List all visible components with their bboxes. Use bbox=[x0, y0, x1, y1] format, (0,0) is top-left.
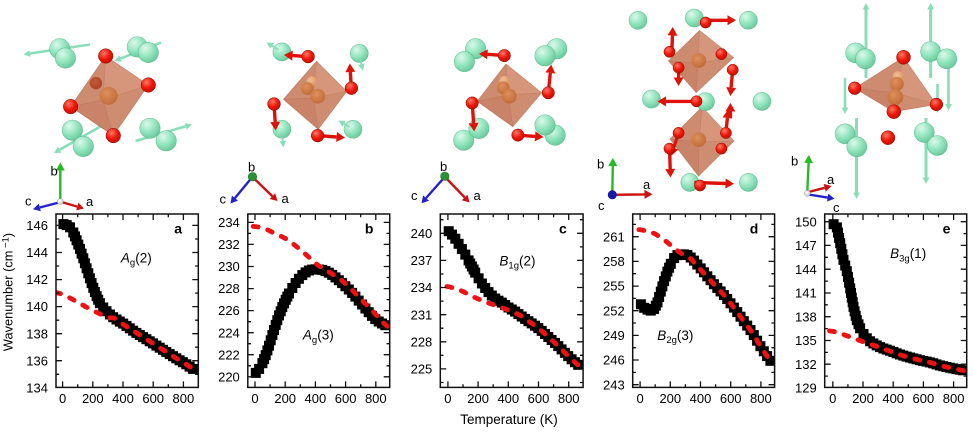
svg-text:400: 400 bbox=[305, 391, 327, 406]
svg-text:147: 147 bbox=[795, 238, 817, 253]
svg-text:228: 228 bbox=[218, 281, 240, 296]
svg-text:600: 600 bbox=[335, 391, 357, 406]
svg-text:a: a bbox=[474, 188, 482, 203]
svg-text:146: 146 bbox=[26, 218, 48, 233]
svg-text:261: 261 bbox=[603, 229, 625, 244]
svg-text:234: 234 bbox=[218, 215, 240, 230]
svg-text:Wavenumber (cm −1): Wavenumber (cm −1) bbox=[0, 233, 15, 351]
svg-text:142: 142 bbox=[26, 272, 48, 287]
svg-text:a: a bbox=[827, 172, 835, 187]
svg-text:800: 800 bbox=[750, 391, 772, 406]
svg-text:a: a bbox=[282, 191, 290, 206]
svg-text:225: 225 bbox=[411, 362, 433, 377]
svg-text:c: c bbox=[411, 188, 418, 203]
svg-text:0: 0 bbox=[59, 391, 66, 406]
svg-text:a: a bbox=[643, 177, 651, 192]
svg-text:800: 800 bbox=[943, 391, 965, 406]
svg-text:252: 252 bbox=[603, 303, 625, 318]
svg-text:230: 230 bbox=[218, 259, 240, 274]
svg-text:Temperature (K): Temperature (K) bbox=[460, 412, 558, 427]
svg-text:800: 800 bbox=[365, 391, 387, 406]
svg-text:224: 224 bbox=[218, 325, 240, 340]
svg-text:258: 258 bbox=[603, 254, 625, 269]
svg-text:249: 249 bbox=[603, 328, 625, 343]
svg-text:150: 150 bbox=[795, 214, 817, 229]
svg-text:228: 228 bbox=[411, 334, 433, 349]
svg-text:231: 231 bbox=[411, 307, 433, 322]
svg-text:132: 132 bbox=[795, 357, 817, 372]
svg-text:d: d bbox=[750, 220, 759, 236]
svg-text:0: 0 bbox=[829, 391, 836, 406]
svg-text:200: 200 bbox=[852, 391, 874, 406]
svg-text:c: c bbox=[559, 220, 567, 236]
svg-text:600: 600 bbox=[720, 391, 742, 406]
svg-text:141: 141 bbox=[795, 286, 817, 301]
svg-text:220: 220 bbox=[218, 369, 240, 384]
svg-text:136: 136 bbox=[26, 353, 48, 368]
svg-text:243: 243 bbox=[603, 377, 625, 392]
svg-text:200: 200 bbox=[659, 391, 681, 406]
svg-text:b: b bbox=[51, 164, 58, 179]
svg-text:226: 226 bbox=[218, 303, 240, 318]
svg-text:0: 0 bbox=[444, 391, 451, 406]
svg-text:246: 246 bbox=[603, 353, 625, 368]
svg-text:a: a bbox=[86, 194, 94, 209]
svg-text:200: 200 bbox=[274, 391, 296, 406]
svg-text:400: 400 bbox=[690, 391, 712, 406]
svg-text:600: 600 bbox=[913, 391, 935, 406]
svg-text:c: c bbox=[25, 194, 32, 209]
svg-text:e: e bbox=[943, 220, 951, 236]
svg-text:c: c bbox=[220, 192, 227, 207]
svg-text:144: 144 bbox=[795, 262, 817, 277]
svg-text:237: 237 bbox=[411, 253, 433, 268]
svg-text:800: 800 bbox=[173, 391, 195, 406]
svg-text:240: 240 bbox=[411, 226, 433, 241]
svg-text:b: b bbox=[597, 157, 604, 172]
svg-text:129: 129 bbox=[795, 381, 817, 396]
svg-text:b: b bbox=[440, 159, 447, 174]
svg-text:144: 144 bbox=[26, 245, 48, 260]
svg-text:b: b bbox=[365, 220, 374, 236]
svg-text:222: 222 bbox=[218, 347, 240, 362]
svg-text:400: 400 bbox=[112, 391, 134, 406]
svg-text:200: 200 bbox=[82, 391, 104, 406]
svg-text:135: 135 bbox=[795, 333, 817, 348]
svg-text:b: b bbox=[248, 160, 255, 175]
svg-text:c: c bbox=[833, 200, 840, 215]
svg-text:0: 0 bbox=[636, 391, 643, 406]
svg-text:c: c bbox=[598, 198, 605, 213]
svg-text:234: 234 bbox=[411, 280, 433, 295]
svg-text:255: 255 bbox=[603, 279, 625, 294]
svg-text:200: 200 bbox=[467, 391, 489, 406]
svg-text:800: 800 bbox=[558, 391, 580, 406]
svg-text:400: 400 bbox=[497, 391, 519, 406]
svg-text:b: b bbox=[791, 154, 798, 169]
svg-text:140: 140 bbox=[26, 299, 48, 314]
svg-text:138: 138 bbox=[795, 309, 817, 324]
svg-text:400: 400 bbox=[882, 391, 904, 406]
svg-text:600: 600 bbox=[142, 391, 164, 406]
svg-text:138: 138 bbox=[26, 326, 48, 341]
svg-text:134: 134 bbox=[26, 380, 48, 395]
svg-text:232: 232 bbox=[218, 237, 240, 252]
svg-text:a: a bbox=[174, 220, 182, 236]
svg-text:600: 600 bbox=[528, 391, 550, 406]
svg-text:0: 0 bbox=[251, 391, 258, 406]
